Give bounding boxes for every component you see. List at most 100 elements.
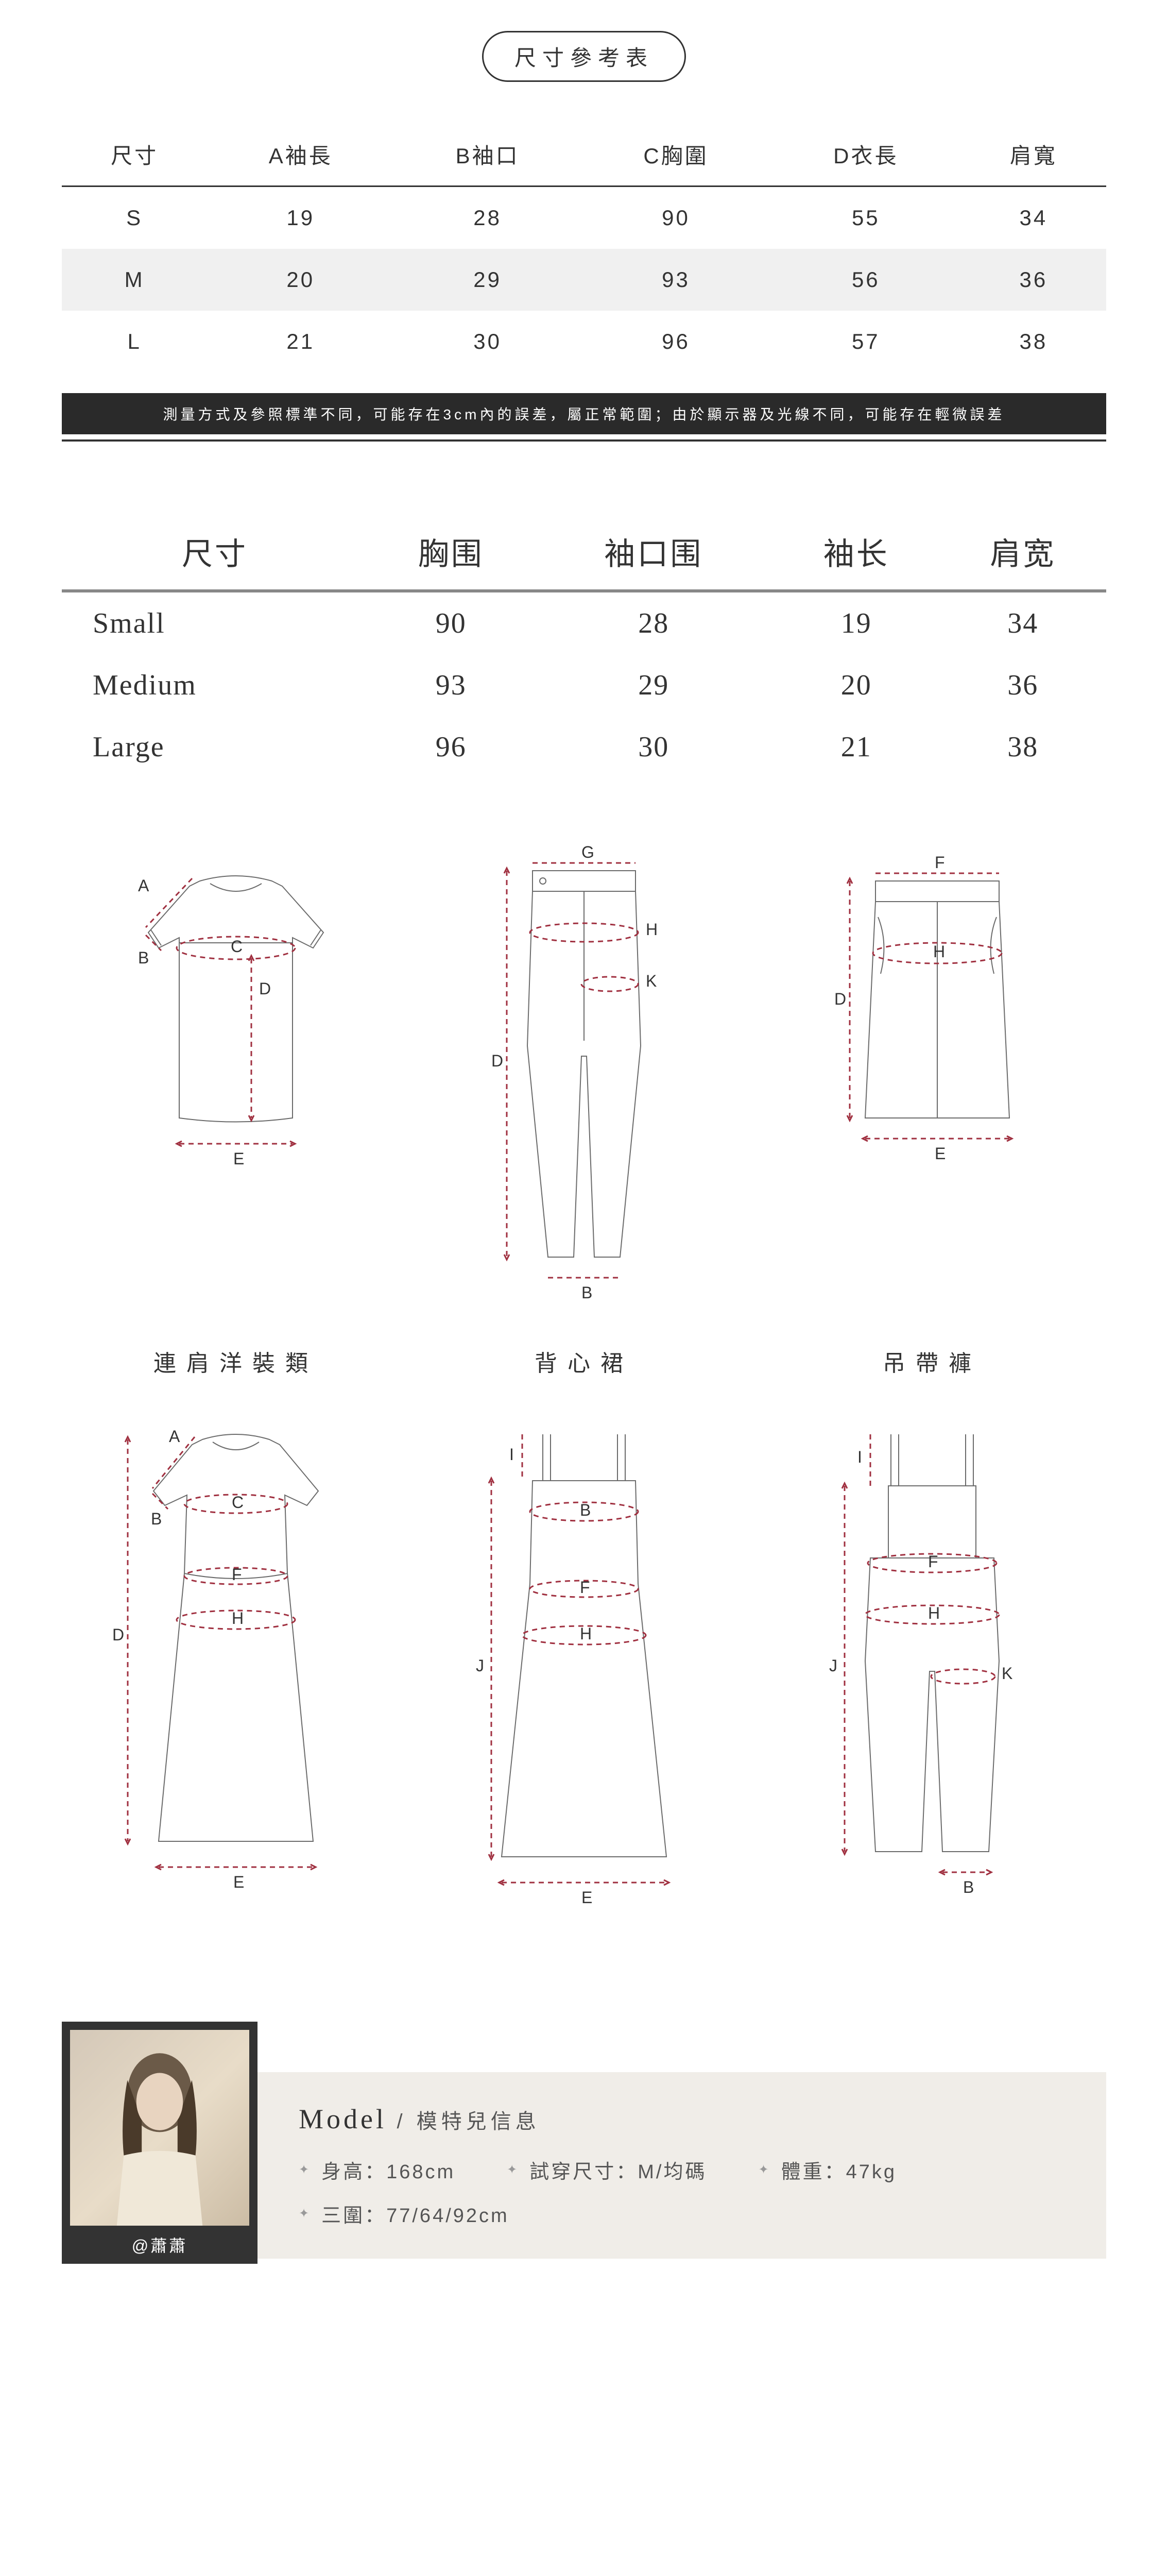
table2-cell: 19 <box>773 591 940 654</box>
table1-row: S1928905534 <box>62 187 1106 249</box>
table1-cell: 56 <box>771 249 961 311</box>
svg-text:H: H <box>928 1604 940 1622</box>
svg-text:G: G <box>581 843 594 861</box>
svg-text:H: H <box>933 942 945 961</box>
dress-diagram: A B C F H D <box>92 1403 380 1919</box>
table2-cell: 20 <box>773 654 940 716</box>
svg-text:B: B <box>138 948 149 967</box>
svg-text:C: C <box>232 1493 244 1512</box>
model-photo-frame: @蕭蕭 <box>62 2022 257 2259</box>
table2-cell: 34 <box>939 591 1106 654</box>
svg-text:I: I <box>857 1448 862 1466</box>
table1-row: M2029935636 <box>62 249 1106 311</box>
skirt-diagram: F H D E <box>803 840 1061 1200</box>
size-table-2: 尺寸胸围袖口围袖长肩宽 Small90281934Medium93292036L… <box>62 514 1106 778</box>
svg-text:J: J <box>829 1656 837 1675</box>
table2-cell: Large <box>62 716 368 778</box>
table1-cell: 93 <box>581 249 771 311</box>
table1-cell: 20 <box>207 249 394 311</box>
slip-diagram: I B F H J E <box>440 1403 728 1919</box>
table2-cell: 30 <box>535 716 773 778</box>
table1-header: A袖長 <box>207 123 394 187</box>
svg-text:B: B <box>581 1283 592 1302</box>
table1-cell: 96 <box>581 311 771 372</box>
table1-cell: S <box>62 187 207 249</box>
table2-row: Small90281934 <box>62 591 1106 654</box>
model-silhouette <box>70 2030 249 2245</box>
table1-cell: 34 <box>961 187 1106 249</box>
table1-cell: 30 <box>394 311 581 372</box>
pants-diagram: G H K D B <box>455 840 713 1303</box>
overall-diagram: I F H K J B <box>788 1403 1076 1919</box>
table2-cell: 21 <box>773 716 940 778</box>
model-measurements: 三圍：77/64/92cm <box>299 2199 509 2228</box>
table1-row: L2130965738 <box>62 311 1106 372</box>
table1-header: C胸圍 <box>581 123 771 187</box>
table1-header: D衣長 <box>771 123 961 187</box>
svg-text:K: K <box>1002 1664 1012 1683</box>
diagram-row-1: A B C D E <box>62 840 1106 1303</box>
table1-cell: M <box>62 249 207 311</box>
model-handle: @蕭蕭 <box>62 2226 257 2264</box>
model-weight: 體重：47kg <box>759 2156 897 2184</box>
svg-text:D: D <box>259 979 271 998</box>
table1-cell: 36 <box>961 249 1106 311</box>
table1-header: 尺寸 <box>62 123 207 187</box>
svg-text:F: F <box>580 1578 590 1597</box>
table1-cell: 28 <box>394 187 581 249</box>
svg-text:H: H <box>232 1609 244 1628</box>
svg-text:H: H <box>646 920 658 939</box>
svg-text:E: E <box>233 1149 244 1168</box>
table2-row: Large96302138 <box>62 716 1106 778</box>
table2-cell: Small <box>62 591 368 654</box>
slip-title: 背心裙 <box>410 1345 758 1378</box>
model-info-section: @蕭蕭 Model / 模特兒信息 身高：168cm 試穿尺寸：M/均碼 體重：… <box>62 2022 1106 2259</box>
dress-title: 連肩洋裝類 <box>62 1345 410 1378</box>
table2-cell: 96 <box>368 716 535 778</box>
table1-cell: 55 <box>771 187 961 249</box>
table2-header: 袖口围 <box>535 514 773 591</box>
table2-header: 胸围 <box>368 514 535 591</box>
table1-header: 肩寬 <box>961 123 1106 187</box>
table1-cell: 21 <box>207 311 394 372</box>
svg-text:E: E <box>233 1873 244 1891</box>
table1-cell: 19 <box>207 187 394 249</box>
svg-text:D: D <box>834 990 846 1008</box>
svg-text:B: B <box>580 1501 591 1519</box>
model-info-title: Model / 模特兒信息 <box>299 2103 1065 2135</box>
svg-text:H: H <box>580 1624 592 1643</box>
measurement-notice: 測量方式及參照標準不同，可能存在3cm內的誤差，屬正常範圍；由於顯示器及光線不同… <box>62 393 1106 434</box>
table2-cell: 90 <box>368 591 535 654</box>
table1-cell: L <box>62 311 207 372</box>
table2-cell: Medium <box>62 654 368 716</box>
table2-header: 尺寸 <box>62 514 368 591</box>
model-height: 身高：168cm <box>299 2156 455 2184</box>
table1-cell: 29 <box>394 249 581 311</box>
svg-text:E: E <box>935 1144 946 1163</box>
table2-header: 袖长 <box>773 514 940 591</box>
diagram-row-2: 連肩洋裝類 A B C F <box>62 1345 1106 1919</box>
table1-cell: 57 <box>771 311 961 372</box>
table2-cell: 29 <box>535 654 773 716</box>
svg-text:I: I <box>509 1445 514 1464</box>
overall-title: 吊帶褲 <box>758 1345 1106 1378</box>
svg-text:D: D <box>491 1052 503 1070</box>
table1-cell: 38 <box>961 311 1106 372</box>
svg-text:C: C <box>231 937 243 956</box>
svg-text:E: E <box>581 1888 592 1907</box>
size-chart-title: 尺寸參考表 <box>62 31 1106 82</box>
model-tryon-size: 試穿尺寸：M/均碼 <box>507 2156 707 2184</box>
size-table-1: 尺寸A袖長B袖口C胸圍D衣長肩寬 S1928905534M2029935636L… <box>62 123 1106 372</box>
svg-text:J: J <box>476 1656 484 1675</box>
table2-cell: 93 <box>368 654 535 716</box>
divider <box>62 439 1106 442</box>
table2-header: 肩宽 <box>939 514 1106 591</box>
table2-cell: 38 <box>939 716 1106 778</box>
svg-text:A: A <box>138 876 149 895</box>
table2-cell: 36 <box>939 654 1106 716</box>
svg-text:F: F <box>232 1565 242 1584</box>
tshirt-diagram: A B C D E <box>107 840 365 1200</box>
svg-text:A: A <box>169 1427 180 1446</box>
svg-text:F: F <box>928 1552 938 1571</box>
svg-text:B: B <box>151 1510 162 1528</box>
